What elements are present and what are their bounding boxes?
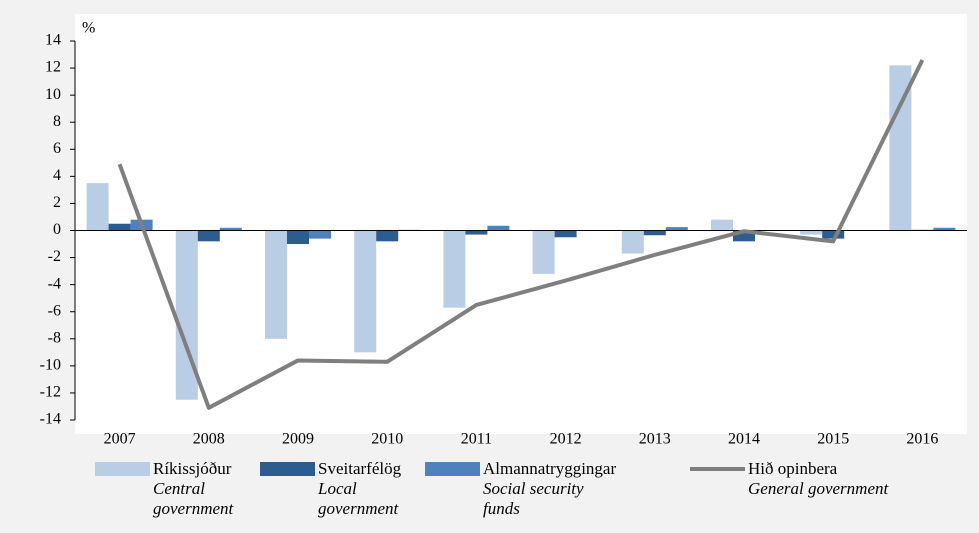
legend-entry: Hið opinbera General government [748, 459, 968, 499]
bar [443, 230, 466, 308]
bar [376, 230, 399, 242]
bar [554, 230, 577, 238]
legend-label: Ríkissjóður [153, 459, 232, 478]
bar [487, 225, 510, 231]
y-tick-label: 8 [53, 113, 61, 130]
bar [621, 230, 644, 254]
x-tick-label: 2016 [906, 431, 938, 448]
bar [933, 227, 956, 231]
bar [800, 230, 823, 235]
y-tick-label: -14 [40, 411, 61, 428]
x-tick-label: 2014 [728, 431, 760, 448]
bar [309, 230, 331, 239]
y-tick-label: 12 [45, 59, 61, 76]
x-tick-label: 2008 [193, 431, 225, 448]
legend-label-en: Social security funds [483, 479, 584, 518]
legend-label: Sveitarfélög [318, 459, 402, 478]
y-tick-label: 6 [53, 140, 61, 157]
bar [711, 219, 733, 231]
bar [665, 227, 688, 231]
legend-entry: Ríkissjóður Central government [153, 459, 263, 519]
bar [265, 230, 287, 339]
x-tick-label: 2013 [639, 431, 671, 448]
y-tick-label: -6 [48, 302, 61, 319]
legend-entry: Sveitarfélög Local government [318, 459, 428, 519]
line [117, 59, 925, 410]
y-tick-label: -8 [48, 329, 61, 346]
y-tick-label: -12 [40, 384, 61, 401]
legend-swatch [690, 467, 745, 471]
x-tick-label: 2015 [817, 431, 849, 448]
bar [197, 230, 220, 242]
bar [287, 230, 309, 245]
y-tick-label: 4 [53, 167, 61, 184]
y-tick-label: -4 [48, 275, 61, 292]
y-tick-label: 10 [45, 86, 61, 103]
x-tick-label: 2010 [371, 431, 403, 448]
y-tick-label: 2 [53, 194, 61, 211]
x-tick-label: 2011 [461, 431, 492, 448]
y-axis-label: % [82, 20, 95, 37]
bar [219, 227, 242, 231]
bar [822, 230, 845, 239]
x-tick-label: 2007 [104, 431, 136, 448]
bar [643, 230, 666, 236]
bar [465, 230, 488, 235]
legend-entry: Almannatryggingar Social security funds [483, 459, 673, 519]
legend-swatch [95, 462, 150, 476]
bar [889, 65, 912, 231]
x-tick-label: 2012 [550, 431, 582, 448]
legend-swatch [260, 462, 315, 476]
x-tick-label: 2009 [282, 431, 314, 448]
bar [108, 223, 131, 231]
bar [733, 230, 755, 242]
y-tick-label: 0 [53, 221, 61, 238]
y-tick-label: -10 [40, 357, 61, 374]
legend-label: Almannatryggingar [483, 459, 617, 478]
legend-label-en: Central government [153, 479, 234, 518]
bar [354, 230, 377, 353]
legend-label: Hið opinbera [748, 459, 838, 478]
legend-label-en: General government [748, 479, 889, 498]
y-tick-label: -2 [48, 248, 61, 265]
y-tick-label: 14 [45, 32, 61, 49]
plot-area [75, 14, 967, 434]
legend-swatch [425, 462, 480, 476]
bar [86, 183, 109, 231]
legend-label-en: Local government [318, 479, 399, 518]
bar [532, 230, 555, 274]
